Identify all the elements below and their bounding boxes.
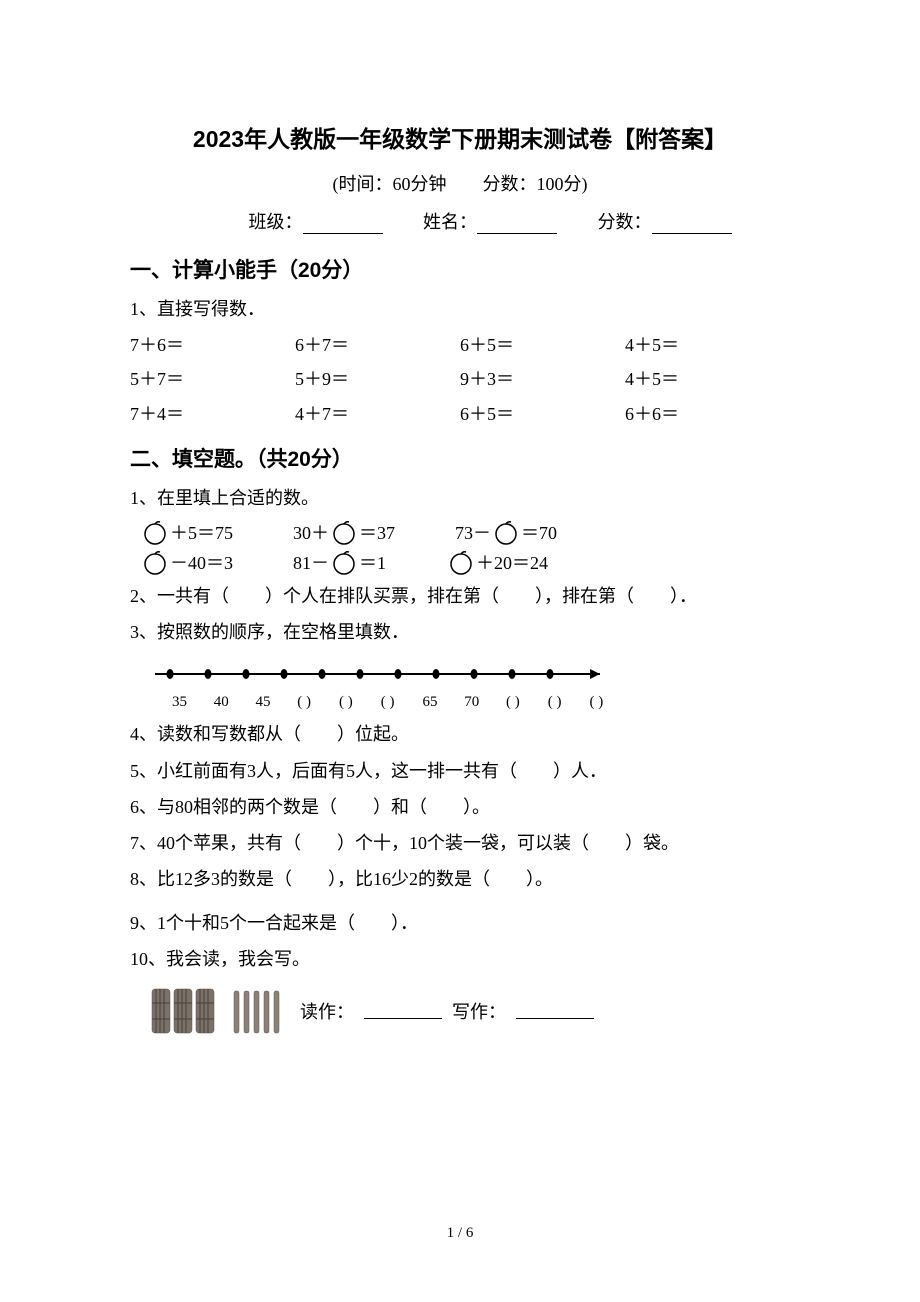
field-score-blank[interactable] xyxy=(652,215,732,234)
nl: ( ) xyxy=(381,694,419,711)
calc-grid: 7＋6＝ 6＋7＝ 6＋5＝ 4＋5＝ 5＋7＝ 5＋9＝ 9＋3＝ 4＋5＝ … xyxy=(130,328,790,431)
nl: 35 xyxy=(172,694,210,711)
s2-q2: 2、一共有（ ）个人在排队买票，排在第（ ），排在第（ ）． xyxy=(130,579,790,613)
apple-icon xyxy=(142,549,168,575)
page-footer: 1 / 6 xyxy=(0,1225,920,1242)
stick-bundles-icon xyxy=(150,985,220,1037)
nl: ( ) xyxy=(506,694,544,711)
field-class-blank[interactable] xyxy=(303,215,383,234)
bundles-row: 读作： 写作： xyxy=(150,985,790,1037)
nl: ( ) xyxy=(297,694,335,711)
loose-sticks-icon xyxy=(230,985,290,1037)
calc-cell: 7＋4＝ xyxy=(130,397,295,431)
calc-cell: 4＋5＝ xyxy=(625,362,790,396)
nl: 65 xyxy=(423,694,461,711)
apple-row-1: ＋5＝75 30＋ ＝37 73－ ＝70 xyxy=(140,519,790,545)
apple-icon xyxy=(448,549,474,575)
s2-q10: 10、我会读，我会写。 xyxy=(130,942,790,976)
apple-eq: ＋20＝24 xyxy=(446,549,548,575)
apple-icon xyxy=(331,549,357,575)
calc-cell: 6＋6＝ xyxy=(625,397,790,431)
nl: ( ) xyxy=(339,694,377,711)
calc-cell: 6＋5＝ xyxy=(460,397,625,431)
calc-cell: 4＋7＝ xyxy=(295,397,460,431)
calc-cell: 6＋7＝ xyxy=(295,328,460,362)
q10-read-blank[interactable] xyxy=(364,1002,442,1019)
calc-cell: 5＋9＝ xyxy=(295,362,460,396)
nl: ( ) xyxy=(548,694,586,711)
s2-q5: 5、小红前面有3人，后面有5人，这一排一共有（ ）人． xyxy=(130,754,790,788)
apple-icon xyxy=(331,519,357,545)
s2-q3: 3、按照数的顺序，在空格里填数． xyxy=(130,615,790,649)
s2-q7: 7、40个苹果，共有（ ）个十，10个装一袋，可以装（ ）袋。 xyxy=(130,826,790,860)
q10-write-blank[interactable] xyxy=(516,1002,594,1019)
numline-labels: 35 40 45 ( ) ( ) ( ) 65 70 ( ) ( ) ( ) xyxy=(172,694,790,711)
eq-pre: 81－ xyxy=(293,549,329,575)
apple-eq: 30＋ ＝37 xyxy=(293,519,395,545)
student-fields: 班级： 姓名： 分数： xyxy=(130,208,790,234)
eq-pre: 73－ xyxy=(455,519,491,545)
eq-post: ＋5＝75 xyxy=(170,519,233,545)
eq-post: ＝70 xyxy=(521,519,557,545)
s2-q9: 9、1个十和5个一合起来是（ ）． xyxy=(130,906,790,940)
number-line: 35 40 45 ( ) ( ) ( ) 65 70 ( ) ( ) ( ) xyxy=(150,659,790,711)
calc-cell: 6＋5＝ xyxy=(460,328,625,362)
eq-post: ＝1 xyxy=(359,549,386,575)
field-score-label: 分数： xyxy=(598,212,652,232)
calc-cell: 4＋5＝ xyxy=(625,328,790,362)
section1-heading: 一、计算小能手（20分） xyxy=(130,254,790,284)
apple-eq: 81－ ＝1 xyxy=(293,549,386,575)
nl: 70 xyxy=(464,694,502,711)
apple-eq: ＋5＝75 xyxy=(140,519,233,545)
subtitle: (时间：60分钟 分数：100分) xyxy=(130,170,790,196)
eq-post: －40＝3 xyxy=(170,549,233,575)
nl: 40 xyxy=(214,694,252,711)
apple-icon xyxy=(142,519,168,545)
nl: ( ) xyxy=(590,694,628,711)
s2-q1: 1、在里填上合适的数。 xyxy=(130,481,790,515)
calc-cell: 7＋6＝ xyxy=(130,328,295,362)
apple-icon xyxy=(493,519,519,545)
field-class-label: 班级： xyxy=(249,212,303,232)
apple-eq: 73－ ＝70 xyxy=(455,519,557,545)
s2-q6: 6、与80相邻的两个数是（ ）和（ ）。 xyxy=(130,790,790,824)
eq-post: ＋20＝24 xyxy=(476,549,548,575)
field-name-label: 姓名： xyxy=(423,212,477,232)
calc-cell: 5＋7＝ xyxy=(130,362,295,396)
q10-read-label: 读作： xyxy=(300,998,354,1024)
s2-q8: 8、比12多3的数是（ ），比16少2的数是（ ）。 xyxy=(130,862,790,896)
apple-row-2: －40＝3 81－ ＝1 ＋20＝24 xyxy=(140,549,790,575)
page: 2023年人教版一年级数学下册期末测试卷【附答案】 (时间：60分钟 分数：10… xyxy=(0,0,920,1302)
q10-write-label: 写作： xyxy=(452,998,506,1024)
eq-post: ＝37 xyxy=(359,519,395,545)
eq-pre: 30＋ xyxy=(293,519,329,545)
apple-eq: －40＝3 xyxy=(140,549,233,575)
field-name-blank[interactable] xyxy=(477,215,557,234)
s2-q4: 4、读数和写数都从（ ）位起。 xyxy=(130,717,790,751)
number-line-svg xyxy=(150,659,620,689)
page-title: 2023年人教版一年级数学下册期末测试卷【附答案】 xyxy=(130,120,790,154)
q1-label: 1、直接写得数． xyxy=(130,292,790,326)
section2-heading: 二、填空题。（共20分） xyxy=(130,443,790,473)
nl: 45 xyxy=(256,694,294,711)
calc-cell: 9＋3＝ xyxy=(460,362,625,396)
